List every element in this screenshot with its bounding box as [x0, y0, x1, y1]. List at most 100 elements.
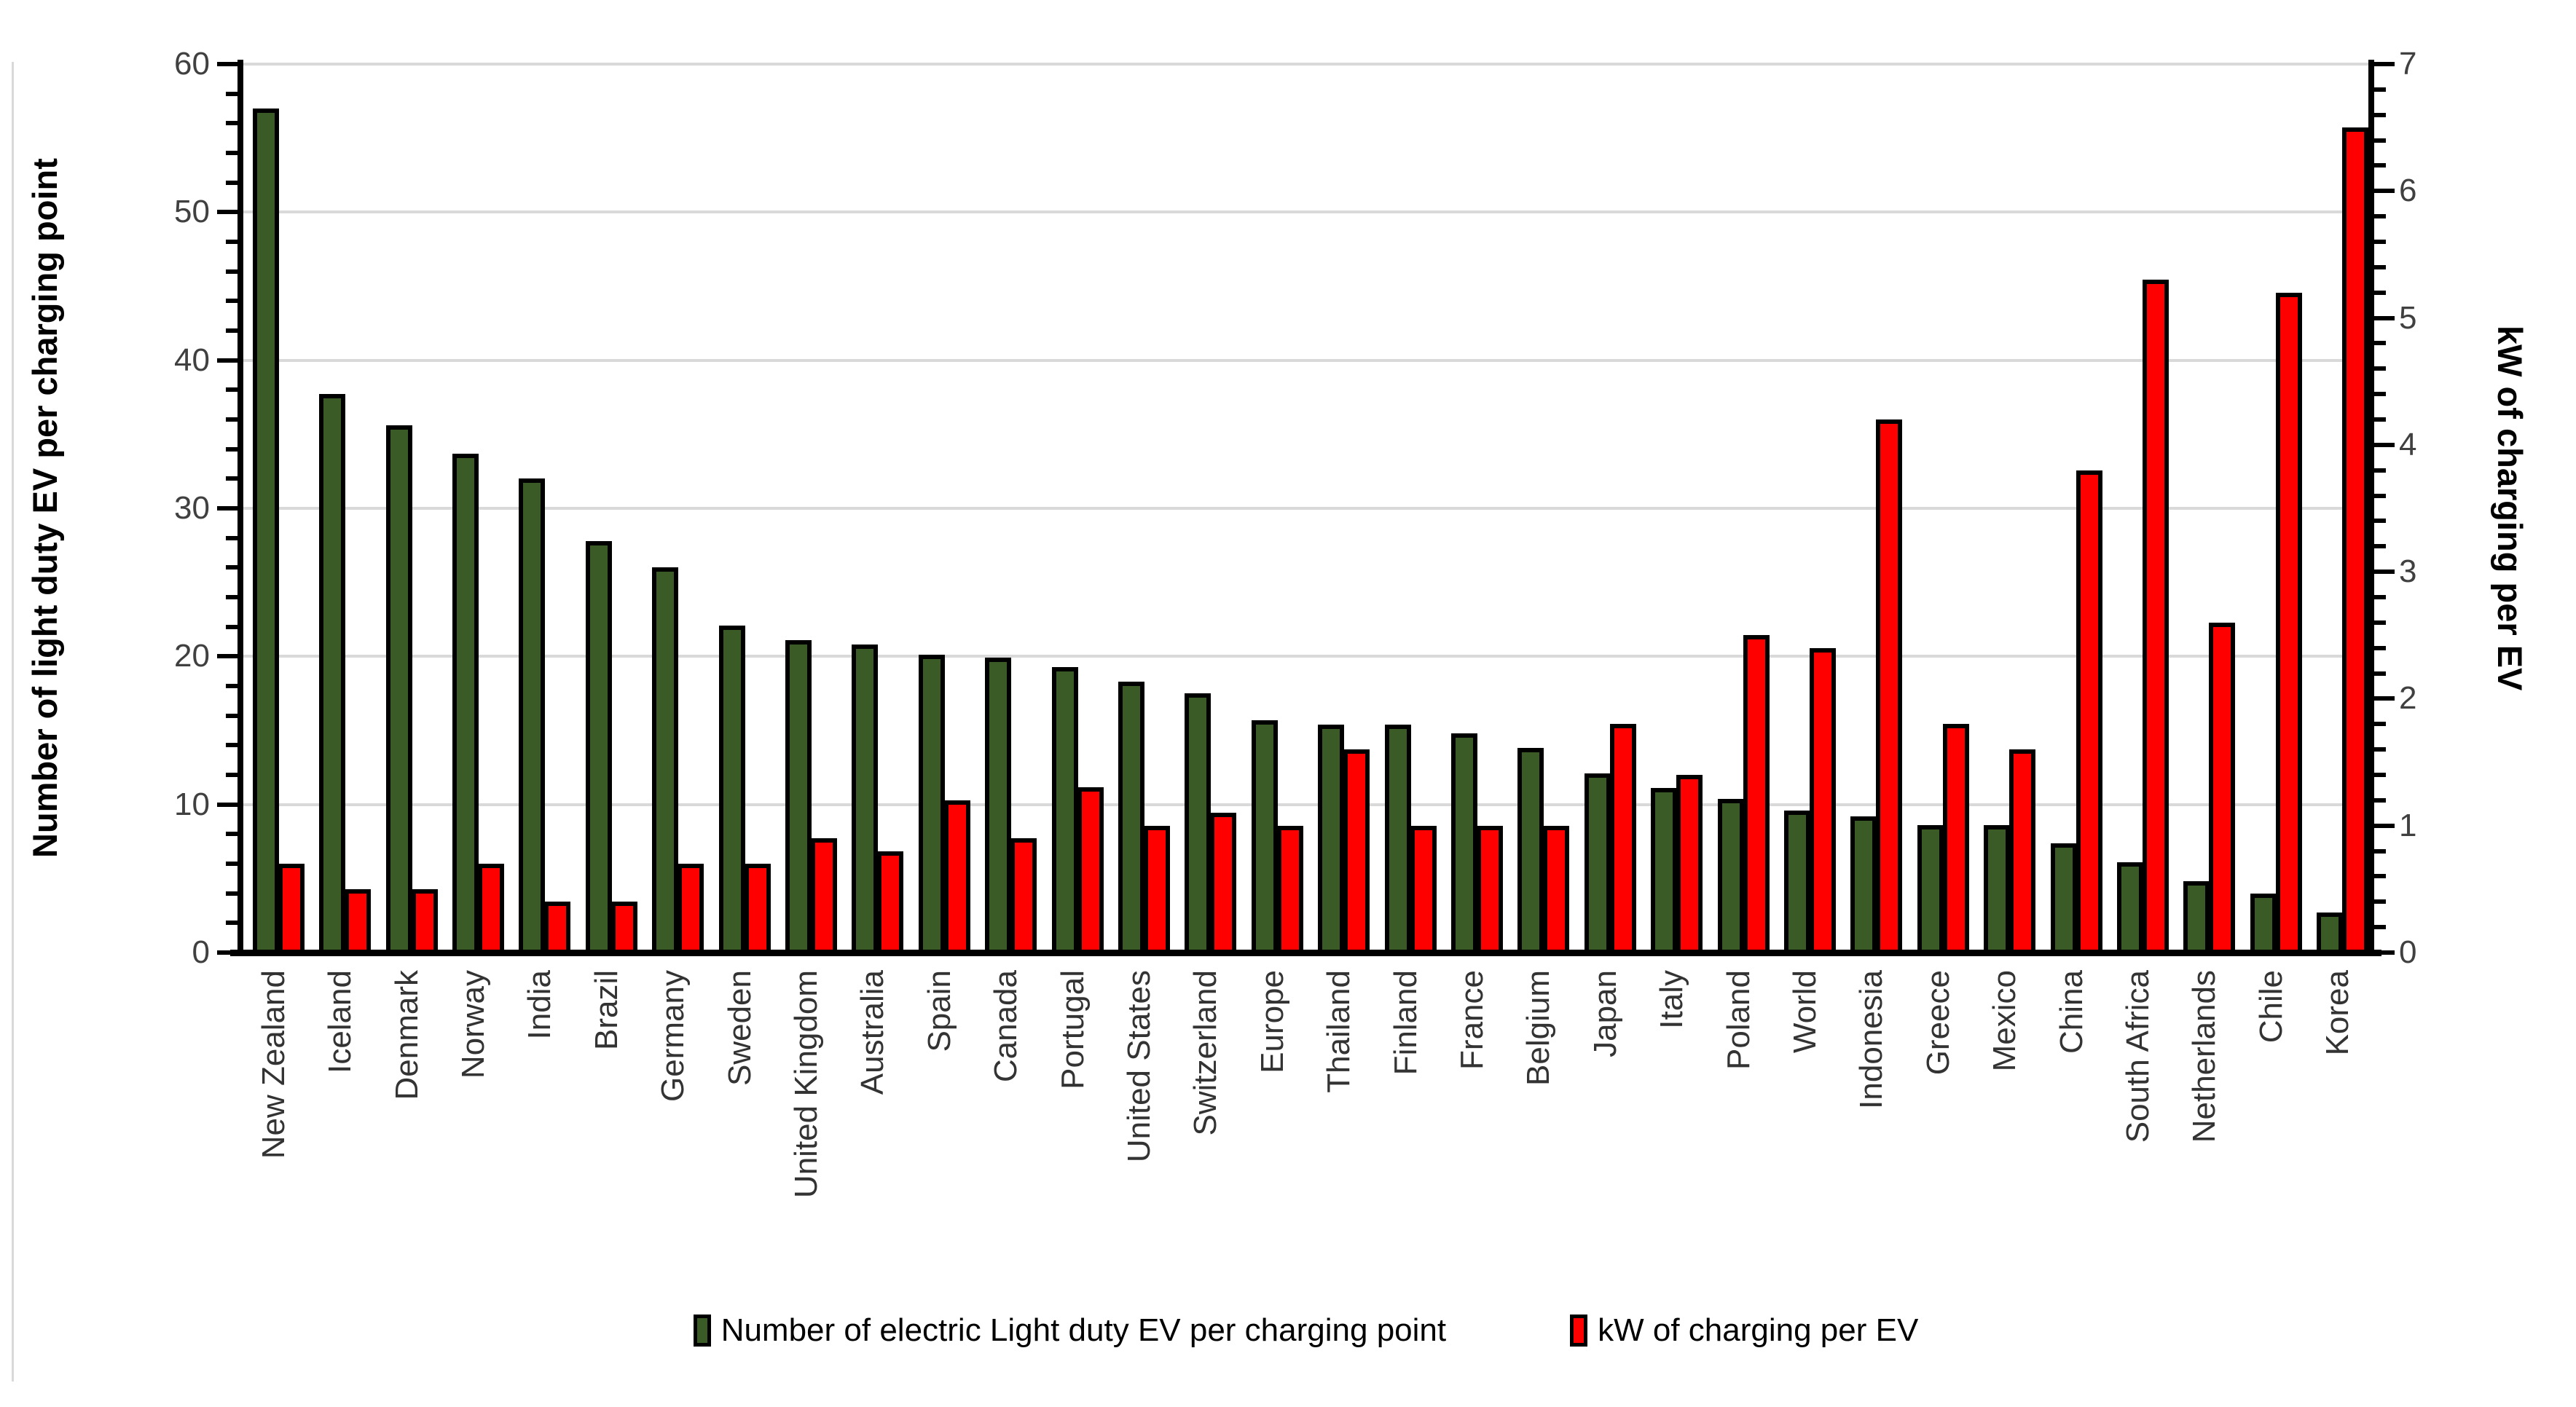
left-minor-tick-4	[226, 891, 237, 896]
bar-ev-per-charger-Korea	[2317, 913, 2344, 955]
right-minor-tick-23	[2374, 366, 2386, 371]
category-label-Greece: Greece	[1920, 970, 1956, 1076]
left-minor-tick-14	[226, 743, 237, 748]
bar-ev-per-charger-United States	[1118, 681, 1144, 955]
bar-ev-per-charger-India	[519, 478, 546, 955]
right-tick-label-4: 4	[2399, 426, 2417, 462]
left-major-tick-20	[217, 654, 237, 659]
bar-kw-per-ev-Denmark	[411, 888, 438, 955]
left-minor-tick-26	[226, 565, 237, 570]
right-minor-tick-24	[2374, 341, 2386, 346]
bar-ev-per-charger-Brazil	[585, 540, 612, 955]
left-minor-tick-38	[226, 387, 237, 393]
right-minor-tick-28	[2374, 240, 2386, 244]
left-minor-tick-56	[226, 121, 237, 126]
right-minor-tick-13	[2374, 620, 2386, 625]
bar-kw-per-ev-India	[544, 902, 571, 955]
left-tick-label-50: 50	[174, 194, 210, 230]
category-label-Spain: Spain	[921, 970, 957, 1052]
right-minor-tick-29	[2374, 214, 2386, 219]
bar-kw-per-ev-Indonesia	[1876, 419, 1903, 955]
bar-kw-per-ev-Japan	[1609, 724, 1636, 955]
category-label-World: World	[1787, 970, 1823, 1054]
left-tick-label-20: 20	[174, 638, 210, 674]
category-label-Poland: Poland	[1720, 970, 1756, 1071]
right-minor-tick-26	[2374, 290, 2386, 295]
right-minor-tick-1	[2374, 925, 2386, 930]
bar-kw-per-ev-Switzerland	[1210, 813, 1237, 955]
right-minor-tick-4	[2374, 848, 2386, 854]
bar-ev-per-charger-Canada	[985, 658, 1012, 955]
bar-ev-per-charger-Greece	[1917, 825, 1944, 955]
right-tick-label-0: 0	[2399, 934, 2417, 970]
bar-kw-per-ev-United Kingdom	[810, 838, 837, 955]
right-tick-label-3: 3	[2399, 553, 2417, 590]
category-label-Mexico: Mexico	[1987, 970, 2023, 1072]
bar-ev-per-charger-Iceland	[319, 394, 346, 955]
left-minor-tick-48	[226, 240, 237, 244]
bar-kw-per-ev-France	[1477, 825, 1504, 955]
left-major-tick-50	[217, 210, 237, 215]
bar-ev-per-charger-Finland	[1384, 724, 1411, 955]
right-minor-tick-22	[2374, 392, 2386, 397]
bar-kw-per-ev-Netherlands	[2209, 622, 2236, 955]
legend-item-kw-per-ev: kW of charging per EV	[1570, 1312, 1918, 1349]
bar-kw-per-ev-Canada	[1010, 838, 1037, 955]
left-minor-tick-2	[226, 921, 237, 926]
left-axis-line	[237, 60, 243, 955]
right-minor-tick-18	[2374, 493, 2386, 498]
right-axis-line	[2368, 60, 2374, 955]
bar-ev-per-charger-Italy	[1651, 788, 1678, 955]
bar-kw-per-ev-Sweden	[744, 864, 771, 955]
left-major-tick-40	[217, 358, 237, 363]
left-minor-tick-42	[226, 328, 237, 333]
left-minor-tick-22	[226, 624, 237, 629]
category-label-China: China	[2053, 970, 2089, 1054]
legend-label-red: kW of charging per EV	[1598, 1312, 1919, 1348]
right-tick-label-1: 1	[2399, 807, 2417, 843]
left-axis-title-text: Number of light duty EV per charging poi…	[25, 158, 64, 859]
bar-kw-per-ev-Korea	[2342, 127, 2369, 955]
category-label-Sweden: Sweden	[721, 970, 758, 1087]
right-minor-tick-12	[2374, 645, 2386, 650]
bar-ev-per-charger-South Africa	[2117, 862, 2144, 955]
bar-kw-per-ev-Norway	[477, 864, 504, 955]
bar-ev-per-charger-Japan	[1584, 773, 1611, 955]
bar-kw-per-ev-Portugal	[1077, 787, 1104, 955]
legend-label-green: Number of electric Light duty EV per cha…	[720, 1312, 1447, 1348]
right-minor-tick-3	[2374, 874, 2386, 879]
right-minor-tick-7	[2374, 773, 2386, 777]
category-label-Japan: Japan	[1587, 970, 1623, 1057]
category-label-Denmark: Denmark	[388, 970, 425, 1100]
category-label-Thailand: Thailand	[1321, 970, 1357, 1093]
legend: Number of electric Light duty EV per cha…	[240, 1312, 2371, 1349]
category-label-Brazil: Brazil	[588, 970, 624, 1051]
bar-kw-per-ev-Iceland	[345, 888, 372, 955]
left-minor-tick-44	[226, 299, 237, 304]
left-minor-tick-54	[226, 151, 237, 155]
bar-ev-per-charger-Indonesia	[1850, 816, 1877, 955]
left-tick-label-60: 60	[174, 46, 210, 82]
category-label-Korea: Korea	[2320, 970, 2356, 1056]
gridline-20	[240, 655, 2371, 658]
bar-kw-per-ev-Poland	[1743, 635, 1770, 955]
right-minor-tick-17	[2374, 519, 2386, 524]
bar-ev-per-charger-Europe	[1251, 720, 1278, 955]
category-label-India: India	[522, 970, 558, 1040]
right-tick-label-5: 5	[2399, 299, 2417, 336]
bar-kw-per-ev-Belgium	[1543, 825, 1570, 955]
right-minor-tick-6	[2374, 797, 2386, 803]
category-label-Italy: Italy	[1654, 970, 1690, 1029]
left-minor-tick-6	[226, 862, 237, 866]
left-minor-tick-18	[226, 684, 237, 688]
bar-ev-per-charger-Spain	[918, 655, 945, 955]
right-major-tick-20	[2374, 442, 2395, 447]
left-minor-tick-24	[226, 595, 237, 599]
bar-ev-per-charger-Switzerland	[1185, 693, 1212, 955]
right-major-tick-15	[2374, 570, 2395, 575]
bar-kw-per-ev-Greece	[1942, 724, 1969, 955]
category-label-Indonesia: Indonesia	[1853, 970, 1890, 1109]
left-minor-tick-16	[226, 713, 237, 718]
bar-kw-per-ev-South Africa	[2143, 280, 2169, 955]
left-major-tick-60	[217, 62, 237, 66]
